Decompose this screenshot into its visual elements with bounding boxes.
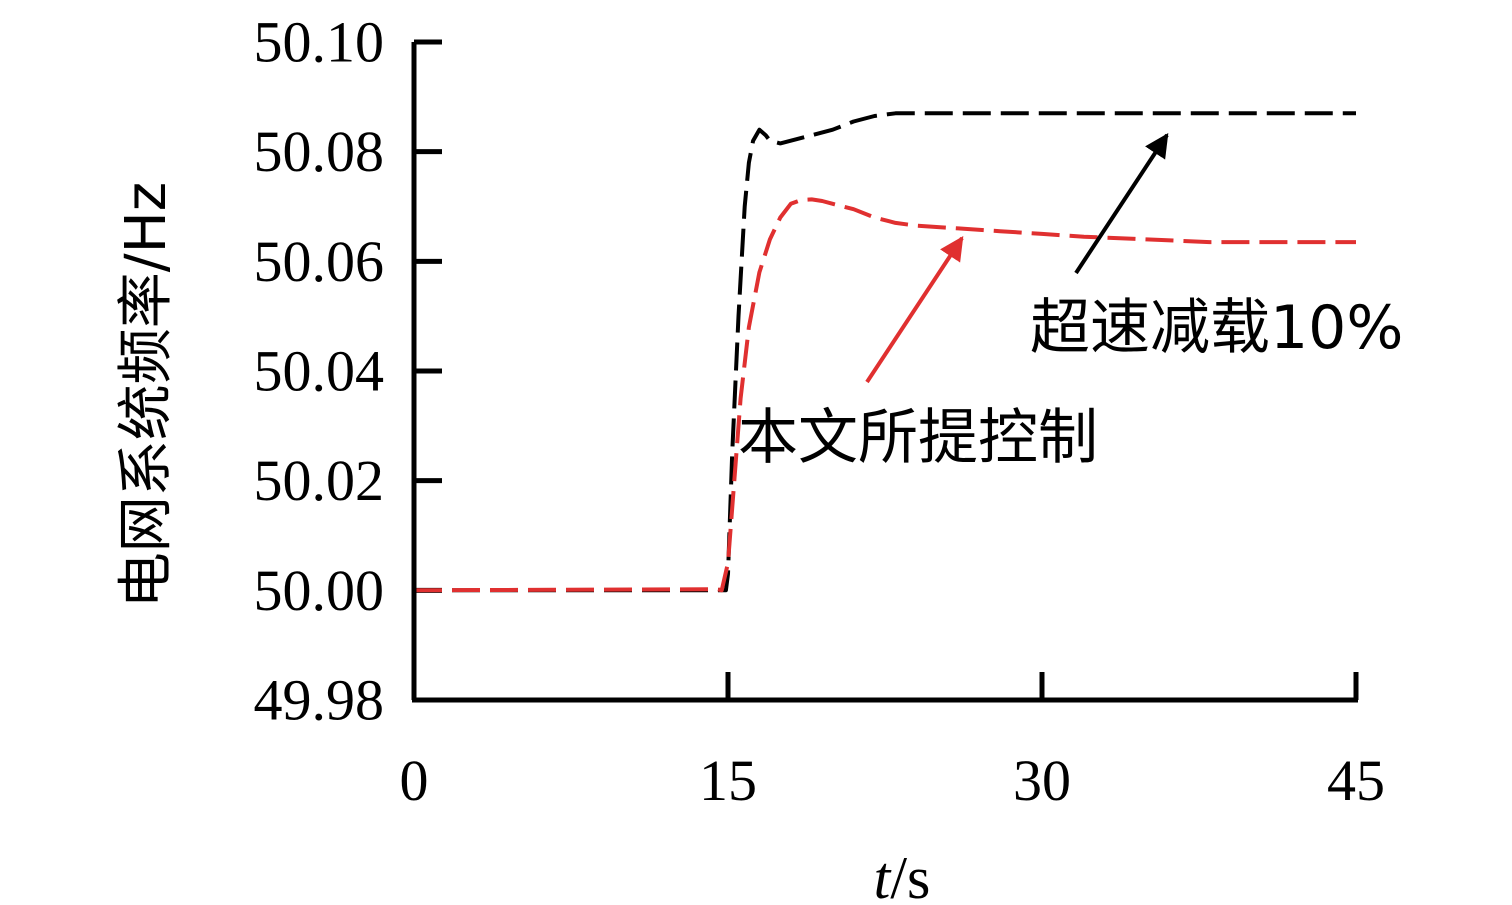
x-axis-title-italic: t [874,845,892,905]
y-tick-label: 50.02 [254,448,385,513]
series-line-overspeed [414,111,1356,593]
x-tick-label: 45 [1327,748,1385,813]
annotation-arrow-black [1074,132,1169,275]
y-tick-label: 49.98 [254,668,385,733]
y-axis-ticks: 49.98 50.00 50.02 50.04 50.06 50.08 50.10 [254,10,442,733]
y-tick-label: 50.06 [254,229,385,294]
y-tick-label: 50.08 [254,119,385,184]
x-axis-title-unit: /s [890,845,930,905]
series-line-proposed [413,197,1356,593]
x-tick-label: 0 [400,748,429,813]
x-axis-title: t/s [874,845,931,905]
y-tick-label: 50.04 [254,339,385,404]
annotation-label-overspeed: 超速减载10% [1030,293,1403,363]
y-axis-title: 电网系统频率/Hz [114,182,179,608]
annotation-label-proposed: 本文所提控制 [738,403,1098,473]
x-axis-ticks: 0 15 30 45 [400,672,1385,813]
y-tick-label: 50.00 [254,558,385,623]
x-tick-label: 15 [699,748,757,813]
series-layer [413,111,1356,593]
y-tick-label: 50.10 [254,10,385,75]
x-tick-label: 30 [1013,748,1071,813]
annotation-arrow-red [865,235,964,384]
